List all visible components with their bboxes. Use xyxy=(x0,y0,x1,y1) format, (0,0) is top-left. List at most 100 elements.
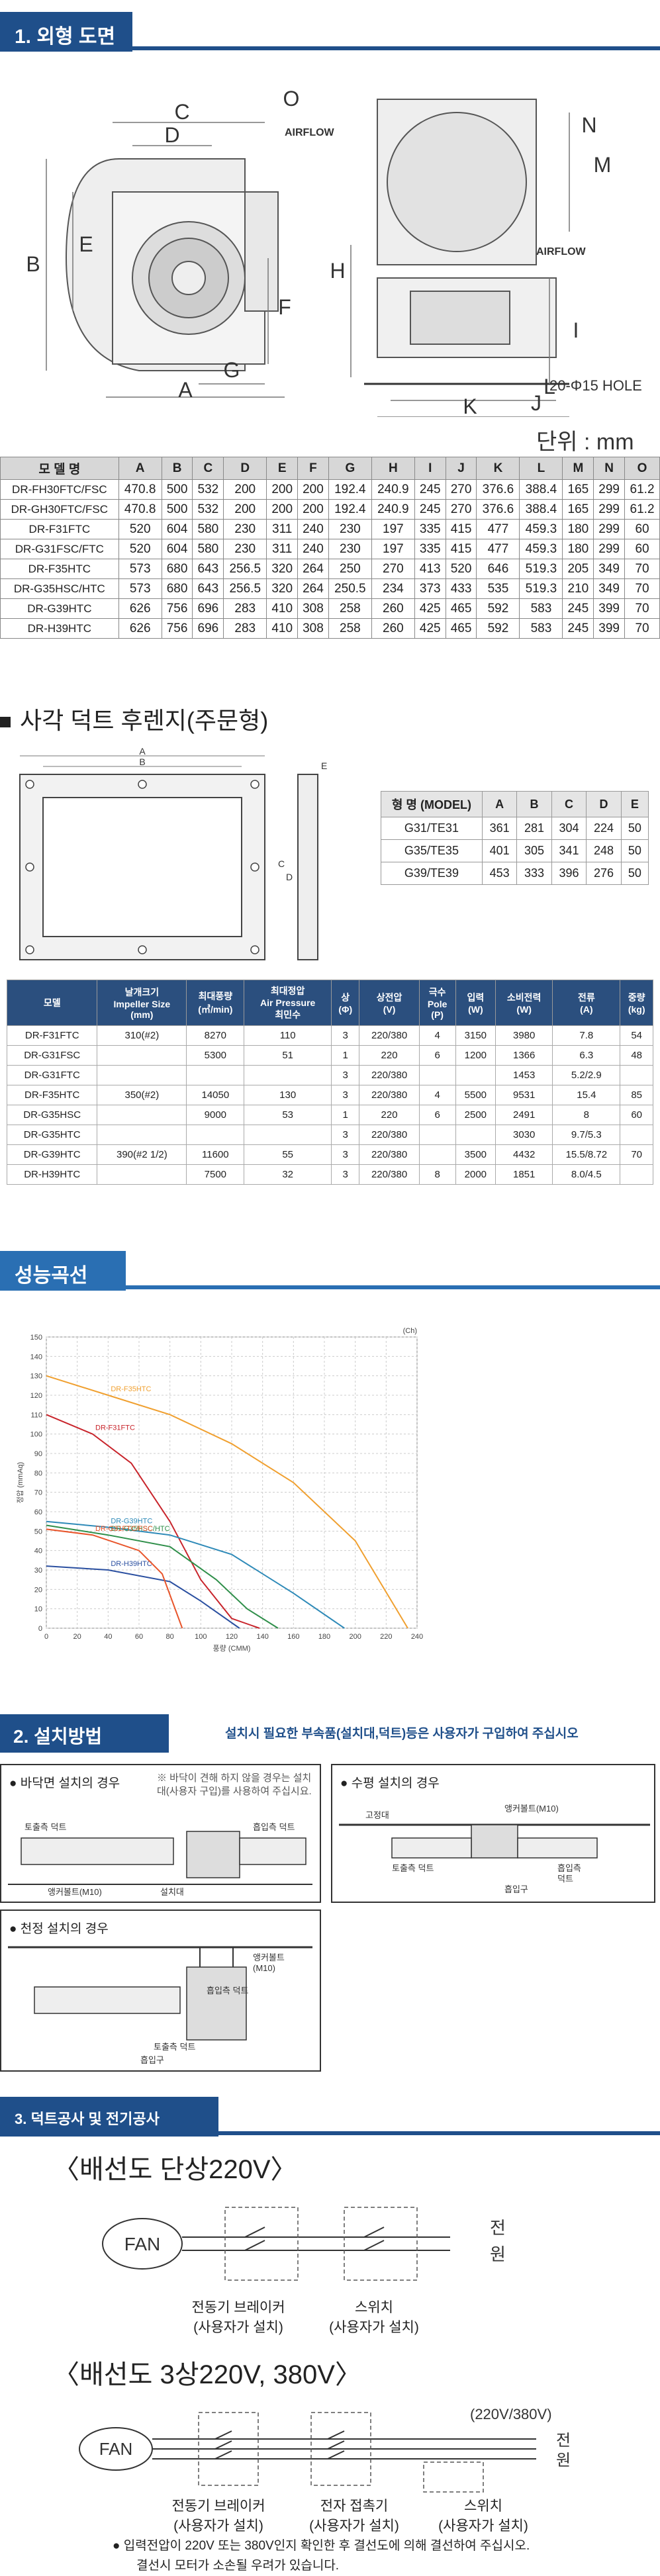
spec-value-cell: 200 xyxy=(266,499,299,520)
spec-value-cell: 580 xyxy=(192,539,224,559)
flange-cell: 224 xyxy=(586,817,622,840)
hole-label: 20-Φ15 HOLE xyxy=(549,377,642,394)
series-line-1 xyxy=(46,1414,260,1629)
perf-cell-press: 130 xyxy=(244,1085,332,1105)
perf-cell-pole xyxy=(418,1144,456,1165)
vertical-label-fix: 고정대 xyxy=(365,1810,389,1820)
spec-value-cell: 264 xyxy=(297,559,329,579)
spec-value-cell: 311 xyxy=(266,539,299,559)
flange-dim-c: C xyxy=(278,858,285,869)
spec-value-cell: 413 xyxy=(414,559,446,579)
spec-value-cell: 470.8 xyxy=(118,479,162,500)
spec-value-cell: 425 xyxy=(414,618,446,639)
y-tick-label: 60 xyxy=(34,1508,42,1516)
perf-cell-size: 310(#2) xyxy=(97,1025,187,1046)
spec-header-cell: D xyxy=(223,457,267,480)
perf-cell-press xyxy=(244,1065,332,1085)
install-vertical-box: ● 수평 설치의 경우 고정대 앵커볼트(M10) 토출측 덕트 흡입측 덕트 … xyxy=(331,1764,655,1903)
flange-cell: 401 xyxy=(481,839,518,862)
perf-cell-volt: 220/380 xyxy=(359,1025,420,1046)
perf-cell-pole xyxy=(418,1065,456,1085)
section-curve-bar: 성능곡선 xyxy=(0,1251,660,1291)
y-tick-label: 150 xyxy=(30,1334,42,1342)
perf-cell-weight: 54 xyxy=(620,1025,653,1046)
dim-label-i: I xyxy=(573,318,579,342)
flange-cell: 248 xyxy=(586,839,622,862)
duct-flange-title-wrap: 사각 덕트 후렌지(주문형) xyxy=(0,702,268,736)
flange-cell: 305 xyxy=(516,839,552,862)
y-tick-label: 100 xyxy=(30,1431,42,1439)
flange-header-cell: 형 명 (MODEL) xyxy=(381,791,483,817)
vertical-label-inlet: 흡입구 xyxy=(504,1884,528,1894)
flange-table-body: G31/TE31 361 281 304 224 50 G35/TE35 401 305 341 2… xyxy=(381,817,649,885)
install-floor-diagram: 토출측 덕트 흡입측 덕트 앵커볼트(M10) 설치대 xyxy=(8,1822,312,1897)
flange-cell: 361 xyxy=(481,817,518,840)
spec-value-cell: 230 xyxy=(328,519,372,539)
perf-cell-input: 3150 xyxy=(455,1025,496,1046)
perf-cell-volt: 220/380 xyxy=(359,1125,420,1145)
perf-cell-weight xyxy=(620,1125,653,1145)
bullet-icon xyxy=(0,717,11,728)
x-tick-label: 60 xyxy=(135,1633,143,1641)
x-tick-label: 220 xyxy=(380,1633,392,1641)
single-switch-sub: (사용자가 설치) xyxy=(329,2320,419,2335)
y-tick-label: 130 xyxy=(30,1373,42,1381)
spec-value-cell: 250.5 xyxy=(328,578,372,599)
spec-model-cell: DR-G31FSC/FTC xyxy=(0,539,119,559)
spec-value-cell: 477 xyxy=(476,539,520,559)
three-contactor-caption: 전자 접촉기 (사용자가 설치) xyxy=(295,2495,414,2535)
ceiling-label-suction: 흡입측 덕트 xyxy=(207,1986,248,1996)
spec-value-cell: 245 xyxy=(414,499,446,520)
perf-row: DR-G31FSC 5300 51 1 220 6 1200 1366 6.3 48 xyxy=(6,1045,653,1066)
flange-model-table: 형 명 (MODEL) A B C D E G31/TE31 361 281 304 224 50 G… xyxy=(381,791,649,885)
spec-header-cell: G xyxy=(328,457,372,480)
three-breaker-sub: (사용자가 설치) xyxy=(173,2518,263,2534)
flange-header-cell: A xyxy=(481,791,518,817)
flange-cell: 50 xyxy=(620,839,649,862)
spec-value-cell: 200 xyxy=(297,479,329,500)
performance-table: 모델 날개크기 Impeller Size (mm) 최대풍량 (㎥/min) 최대정… xyxy=(6,980,653,1185)
flange-cell: G35/TE35 xyxy=(381,839,483,862)
spec-value-cell: 410 xyxy=(266,618,299,639)
perf-cell-phase: 3 xyxy=(330,1025,360,1046)
spec-value-cell: 245 xyxy=(562,618,594,639)
vertical-label-duct: 덕트 xyxy=(557,1874,573,1884)
spec-row: DR-H39HTC 626 756 696 283 410 308 258 260 425 465 5… xyxy=(0,618,660,639)
perf-table-body: DR-F31FTC 310(#2) 8270 110 3 220/380 4 3150 3980… xyxy=(6,1025,653,1185)
flange-cell: G39/TE39 xyxy=(381,862,483,885)
spec-value-cell: 696 xyxy=(192,618,224,639)
spec-value-cell: 643 xyxy=(192,559,224,579)
spec-value-cell: 425 xyxy=(414,598,446,619)
three-breaker-label: 전동기 브레이커 xyxy=(171,2499,265,2514)
section-install-bar: 2. 설치방법 설치시 필요한 부속품(설치대,덕트)등은 사용자가 구입하여 … xyxy=(0,1714,660,1753)
three-power-2: 원 xyxy=(556,2452,571,2469)
perf-cell-volt: 220 xyxy=(359,1105,420,1125)
spec-value-cell: 240 xyxy=(297,519,329,539)
spec-value-cell: 210 xyxy=(562,578,594,599)
spec-value-cell: 535 xyxy=(476,578,520,599)
spec-value-cell: 604 xyxy=(161,539,193,559)
perf-cell-power: 1366 xyxy=(495,1045,553,1066)
perf-cell-weight xyxy=(620,1065,653,1085)
spec-value-cell: 500 xyxy=(161,479,193,500)
x-tick-label: 20 xyxy=(73,1633,81,1641)
flange-cell: 341 xyxy=(551,839,587,862)
spec-value-cell: 197 xyxy=(371,519,415,539)
perf-cell-press: 55 xyxy=(244,1144,332,1165)
perf-cell-press xyxy=(244,1125,332,1145)
wiring-single-diagram: FAN 전 원 xyxy=(102,2207,506,2281)
spec-value-cell: 646 xyxy=(476,559,520,579)
spec-value-cell: 264 xyxy=(297,578,329,599)
perf-cell-power: 9531 xyxy=(495,1085,553,1105)
spec-value-cell: 200 xyxy=(297,499,329,520)
spec-header-cell: K xyxy=(476,457,520,480)
spec-header-cell: 모 델 명 xyxy=(0,457,119,480)
perf-cell-model: DR-G39HTC xyxy=(6,1144,98,1165)
spec-header-cell: N xyxy=(593,457,626,480)
x-tick-label: 0 xyxy=(44,1633,48,1641)
side-view xyxy=(350,99,570,417)
spec-value-cell: 410 xyxy=(266,598,299,619)
flange-cell: 276 xyxy=(586,862,622,885)
perf-header-cell: 최대풍량 (㎥/min) xyxy=(186,980,245,1026)
spec-value-cell: 626 xyxy=(118,618,162,639)
